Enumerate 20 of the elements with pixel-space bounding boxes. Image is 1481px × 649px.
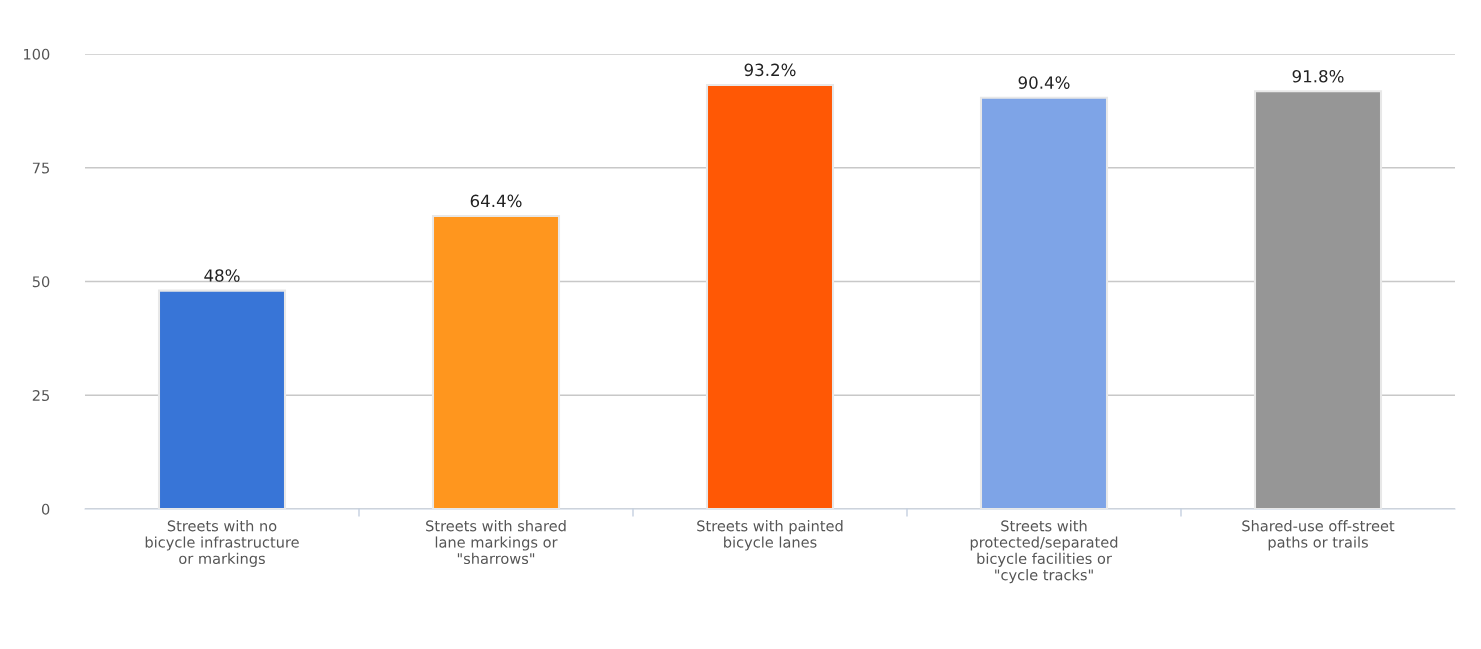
x-tick-label: Shared-use off-street paths or trails — [1242, 520, 1395, 551]
bar — [431, 214, 561, 509]
y-tick-label: 75 — [32, 162, 49, 174]
x-tick-label: Streets with painted bicycle lanes — [697, 520, 843, 551]
y-tick-label: 25 — [32, 389, 49, 401]
x-tick-label: Streets with protected/separated bicycle facilities or "cycle tracks" — [970, 520, 1118, 584]
bar — [979, 96, 1109, 509]
data-label: 93.2% — [744, 63, 796, 77]
y-tick-label: 0 — [41, 503, 50, 515]
bar — [157, 289, 287, 509]
bar — [705, 83, 835, 509]
x-tick-label: Streets with shared lane markings or "sharrows" — [426, 520, 566, 565]
data-label: 91.8% — [1292, 69, 1344, 83]
x-tick-label: Streets with no bicycle infrastructure or markings — [145, 520, 299, 567]
data-label: 48% — [204, 269, 240, 282]
data-label: 64.4% — [470, 194, 522, 208]
data-label: 90.4% — [1018, 76, 1070, 89]
y-tick-label: 50 — [32, 276, 50, 288]
y-tick-label: 100 — [24, 48, 50, 60]
bar — [1253, 90, 1383, 509]
